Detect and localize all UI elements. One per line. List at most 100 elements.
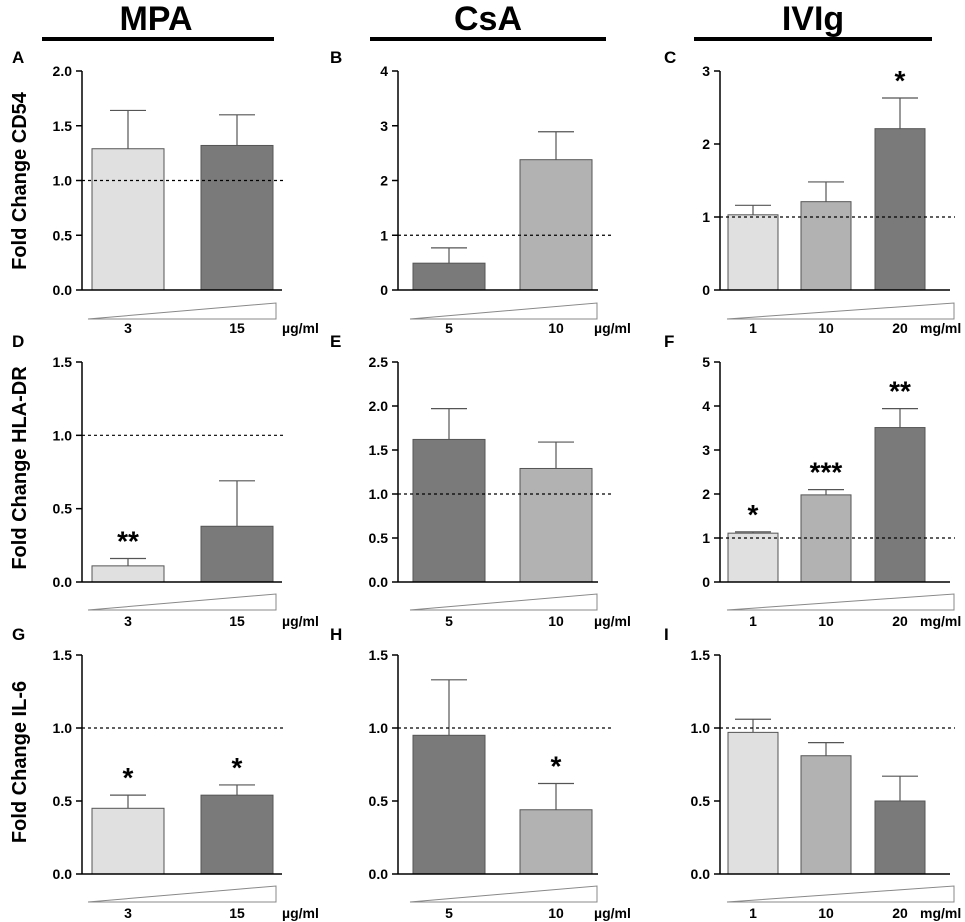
bar-e-5 — [412, 438, 486, 583]
y-tick-label-f: 3 — [702, 442, 710, 458]
y-tick-label-e: 0.0 — [369, 574, 389, 590]
y-tick-label-e: 0.5 — [369, 530, 389, 546]
y-tick-label-f: 4 — [702, 398, 710, 414]
column-title-mpa: MPA — [119, 0, 192, 38]
bar-b-5 — [412, 262, 486, 291]
panel-label-h: H — [330, 625, 342, 644]
bar-a-3 — [91, 148, 165, 291]
panel-g: G 0.0 0.5 1.0 1.5 * 3 * 15 µg/ml — [12, 625, 319, 921]
x-tick-label-a: 3 — [124, 320, 132, 336]
y-tick-label-b: 3 — [380, 118, 388, 134]
concentration-wedge-i — [726, 885, 955, 903]
panel-label-e: E — [330, 332, 341, 351]
x-tick-label-h: 5 — [445, 905, 453, 921]
y-tick-label-e: 2.0 — [369, 398, 389, 414]
concentration-wedge-c — [726, 302, 955, 320]
y-tick-label-h: 0.0 — [369, 866, 389, 882]
y-tick-label-d: 0.0 — [53, 574, 73, 590]
x-tick-label-h: 10 — [548, 905, 564, 921]
y-tick-label-f: 1 — [702, 530, 710, 546]
x-tick-label-g: 15 — [229, 905, 245, 921]
y-tick-label-a: 0.5 — [53, 227, 73, 243]
panel-h: H 0.0 0.5 1.0 1.5 5 * 10 µg/ml — [330, 625, 631, 921]
bar-c-20 — [874, 128, 926, 291]
y-tick-label-a: 1.0 — [53, 173, 73, 189]
y-tick-label-g: 1.0 — [53, 720, 73, 736]
column-title-underline-mpa — [42, 37, 274, 41]
y-tick-label-c: 2 — [702, 136, 710, 152]
row-ylabel-il6: Fold Change IL-6 — [9, 681, 31, 843]
x-tick-label-i: 10 — [818, 905, 834, 921]
panel-f: F 0 1 2 3 4 5 * 1 *** 10 ** 20 mg/ml — [664, 332, 961, 629]
y-tick-label-g: 0.0 — [53, 866, 73, 882]
bar-f-10 — [800, 494, 852, 583]
x-tick-label-d: 3 — [124, 613, 132, 629]
y-tick-label-i: 0.0 — [691, 866, 711, 882]
bar-i-1 — [727, 731, 779, 875]
x-tick-label-f: 10 — [818, 613, 834, 629]
y-tick-label-g: 0.5 — [53, 793, 73, 809]
bar-d-15 — [200, 525, 274, 583]
y-tick-label-e: 1.0 — [369, 486, 389, 502]
panel-label-d: D — [12, 332, 24, 351]
x-tick-label-e: 5 — [445, 613, 453, 629]
y-tick-label-e: 2.5 — [369, 354, 389, 370]
panel-a: A 0.0 0.5 1.0 1.5 2.0 3 15 µg/ml — [12, 48, 319, 336]
column-header-mpa: MPA — [42, 0, 274, 41]
bar-i-20 — [874, 800, 926, 875]
bar-f-1 — [727, 532, 779, 583]
significance-g: * — [123, 762, 134, 793]
y-tick-label-b: 0 — [380, 282, 388, 298]
bar-h-10 — [519, 809, 593, 875]
y-tick-label-h: 1.0 — [369, 720, 389, 736]
y-tick-label-f: 5 — [702, 354, 710, 370]
y-tick-label-i: 1.5 — [691, 647, 711, 663]
x-tick-label-c: 20 — [892, 320, 908, 336]
panel-label-f: F — [664, 332, 674, 351]
y-tick-label-d: 1.5 — [53, 354, 73, 370]
y-tick-label-d: 1.0 — [53, 427, 73, 443]
panel-label-b: B — [330, 48, 342, 67]
bar-d-3 — [91, 565, 165, 583]
significance-f: *** — [810, 457, 843, 488]
column-title-ivig: IVIg — [782, 0, 844, 38]
concentration-wedge-e — [409, 593, 598, 611]
y-tick-label-g: 1.5 — [53, 647, 73, 663]
unit-label-d: µg/ml — [282, 613, 319, 629]
y-tick-label-d: 0.5 — [53, 501, 73, 517]
x-tick-label-a: 15 — [229, 320, 245, 336]
panel-label-c: C — [664, 48, 676, 67]
panel-c: C 0 1 2 3 1 10 * 20 mg/ml — [664, 48, 961, 336]
bar-h-5 — [412, 734, 486, 875]
y-tick-label-i: 1.0 — [691, 720, 711, 736]
column-title-underline-ivig — [694, 37, 932, 41]
row-ylabel-cd54: Fold Change CD54 — [9, 91, 31, 270]
column-header-csa: CsA — [370, 0, 606, 41]
panel-label-a: A — [12, 48, 24, 67]
x-tick-label-i: 20 — [892, 905, 908, 921]
significance-f: * — [748, 499, 759, 530]
y-tick-label-c: 1 — [702, 209, 710, 225]
concentration-wedge-f — [726, 593, 955, 611]
y-tick-label-h: 1.5 — [369, 647, 389, 663]
bar-b-10 — [519, 159, 593, 291]
column-header-ivig: IVIg — [694, 0, 932, 41]
y-tick-label-a: 0.0 — [53, 282, 73, 298]
column-title-underline-csa — [370, 37, 606, 41]
y-tick-label-h: 0.5 — [369, 793, 389, 809]
x-tick-label-e: 10 — [548, 613, 564, 629]
panel-label-g: G — [12, 625, 25, 644]
x-tick-label-c: 1 — [749, 320, 757, 336]
y-tick-label-c: 0 — [702, 282, 710, 298]
x-tick-label-b: 10 — [548, 320, 564, 336]
bar-c-1 — [727, 214, 779, 291]
unit-label-h: µg/ml — [594, 905, 631, 921]
y-tick-label-e: 1.5 — [369, 442, 389, 458]
y-tick-label-f: 2 — [702, 486, 710, 502]
unit-label-f: mg/ml — [920, 613, 961, 629]
y-tick-label-c: 3 — [702, 63, 710, 79]
concentration-wedge-h — [409, 885, 598, 903]
unit-label-a: µg/ml — [282, 320, 319, 336]
unit-label-b: µg/ml — [594, 320, 631, 336]
